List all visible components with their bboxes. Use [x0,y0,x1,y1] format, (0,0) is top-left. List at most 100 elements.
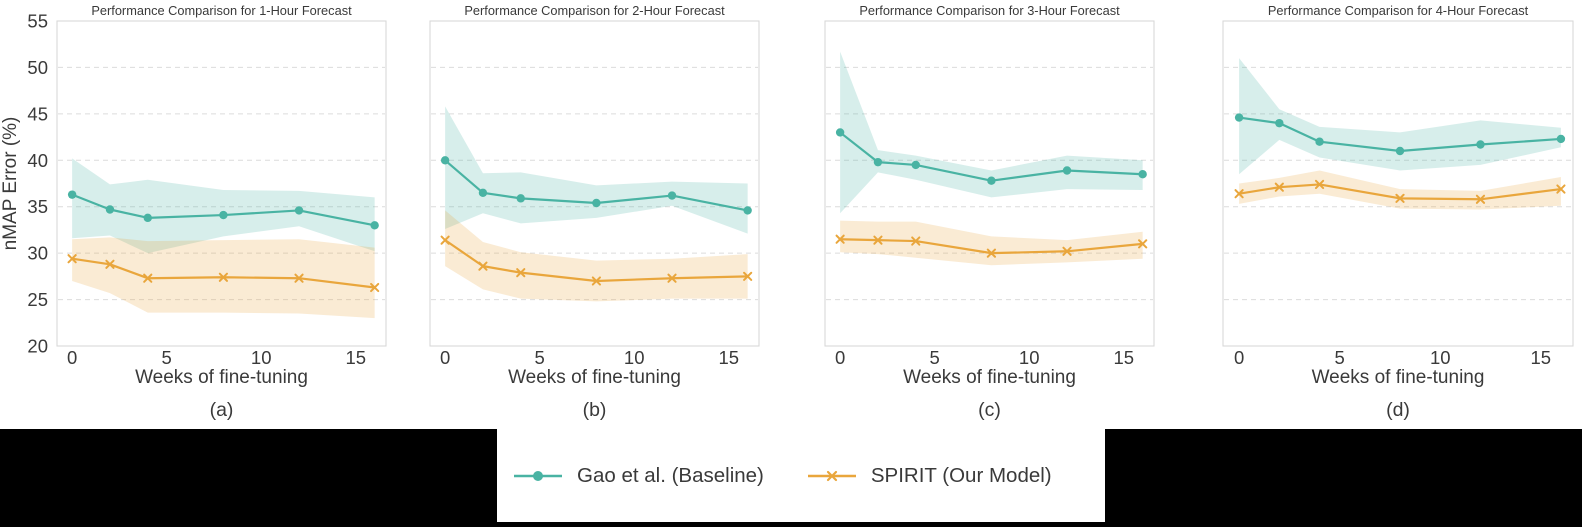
x-axis-label: Weeks of fine-tuning [135,367,308,388]
chart-svg-a: Performance Comparison for 1-Hour Foreca… [0,3,387,421]
x-marker [67,254,77,264]
circle-marker [1234,113,1244,122]
x-marker [873,235,883,245]
panel-b: Performance Comparison for 2-Hour Foreca… [395,0,790,429]
x-tick-label: 15 [718,347,739,368]
x-marker [1314,179,1325,190]
chart-svg-c: Performance Comparison for 3-Hour Foreca… [824,3,1155,421]
series-line-spirit [839,238,1144,255]
confidence-band-spirit [445,210,748,302]
panel-caption: (a) [210,399,234,421]
legend-item-baseline: Gao et al. (Baseline) [513,464,764,488]
chart-svg-d: Performance Comparison for 4-Hour Foreca… [1222,3,1574,421]
x-tick-label: 5 [930,347,940,368]
chart-svg-b: Performance Comparison for 2-Hour Foreca… [429,3,760,421]
y-tick-label: 50 [27,57,48,78]
x-marker [516,268,526,278]
x-marker [1395,193,1405,203]
x-marker [1062,246,1072,256]
circle-marker [67,190,77,199]
y-tick-label: 55 [27,11,48,32]
circle-marker [1556,134,1566,144]
circle-marker [516,194,525,203]
axes-border [56,20,387,347]
x-tick-label: 5 [162,347,172,368]
circle-marker [667,191,677,200]
circle-marker [592,198,601,208]
x-tick-label: 0 [1234,347,1244,368]
confidence-band-spirit [1239,170,1561,210]
circle-marker [1395,146,1405,156]
circle-marker [1476,140,1485,149]
series-line-baseline [444,159,749,212]
y-axis-label: nMAP Error (%) [0,117,21,251]
legend-label-spirit: SPIRIT (Our Model) [870,463,1052,487]
x-tick-label: 15 [345,347,366,368]
series-line-baseline [839,131,1144,182]
circle-marker [835,128,845,137]
series-line-baseline [71,193,376,227]
circle-marker [911,160,920,170]
charts-row: Performance Comparison for 1-Hour Foreca… [0,0,1582,429]
x-marker [105,259,115,269]
circle-marker [440,156,450,165]
circle-marker [1315,137,1324,146]
legend-x-marker [826,470,837,481]
x-axis-label: Weeks of fine-tuning [508,367,681,388]
x-tick-label: 10 [1430,347,1451,368]
x-tick-label: 0 [440,347,450,368]
x-marker [1475,194,1486,204]
panel-a: Performance Comparison for 1-Hour Foreca… [0,0,395,429]
y-tick-label: 20 [27,336,48,357]
panel-c: Performance Comparison for 3-Hour Foreca… [790,0,1185,429]
confidence-band-baseline [1239,58,1561,175]
x-tick-label: 0 [835,347,845,368]
confidence-band-baseline [445,106,748,234]
y-tick-label: 25 [27,289,48,310]
confidence-band-baseline [72,158,375,254]
circle-marker [143,213,152,223]
series-line-spirit [71,257,376,289]
panel-caption: (d) [1386,399,1410,421]
y-tick-label: 35 [27,196,48,217]
circle-marker [105,205,115,214]
y-tick-label: 40 [27,150,48,171]
x-marker [1556,184,1566,194]
chart-title: Performance Comparison for 2-Hour Foreca… [464,3,725,18]
x-axis-label: Weeks of fine-tuning [1312,367,1485,388]
axes-border [429,20,760,347]
x-marker [1234,189,1244,199]
x-marker [986,248,996,258]
panel-d: Performance Comparison for 4-Hour Foreca… [1185,0,1582,429]
circle-marker [987,176,996,185]
panel-caption: (c) [978,399,1001,421]
circle-marker [370,221,379,230]
legend: Gao et al. (Baseline) SPIRIT (Our Model) [497,429,1105,522]
panel-caption: (b) [583,399,607,421]
x-marker [1274,182,1284,192]
x-marker [835,234,845,244]
x-marker [667,273,677,283]
x-marker [478,261,488,271]
circle-marker [294,206,304,215]
circle-marker [219,210,228,220]
x-tick-label: 15 [1113,347,1134,368]
chart-title: Performance Comparison for 1-Hour Foreca… [91,3,352,18]
x-tick-label: 10 [1019,347,1040,368]
axes-border [824,20,1155,347]
legend-item-spirit: SPIRIT (Our Model) [807,464,1052,488]
series-line-baseline [1237,116,1563,153]
circle-marker [873,157,883,167]
x-marker [743,271,753,281]
axes-border [1222,20,1574,347]
x-marker [218,272,228,282]
x-axis-label: Weeks of fine-tuning [903,367,1076,388]
circle-marker [1062,166,1072,175]
x-marker [370,282,380,293]
baseline-line-dot-icon [514,470,562,481]
x-marker [294,273,304,283]
series-line-spirit [1237,183,1563,201]
x-tick-label: 5 [535,347,545,368]
x-marker [911,236,921,246]
legend-label-baseline: Gao et al. (Baseline) [577,463,764,487]
